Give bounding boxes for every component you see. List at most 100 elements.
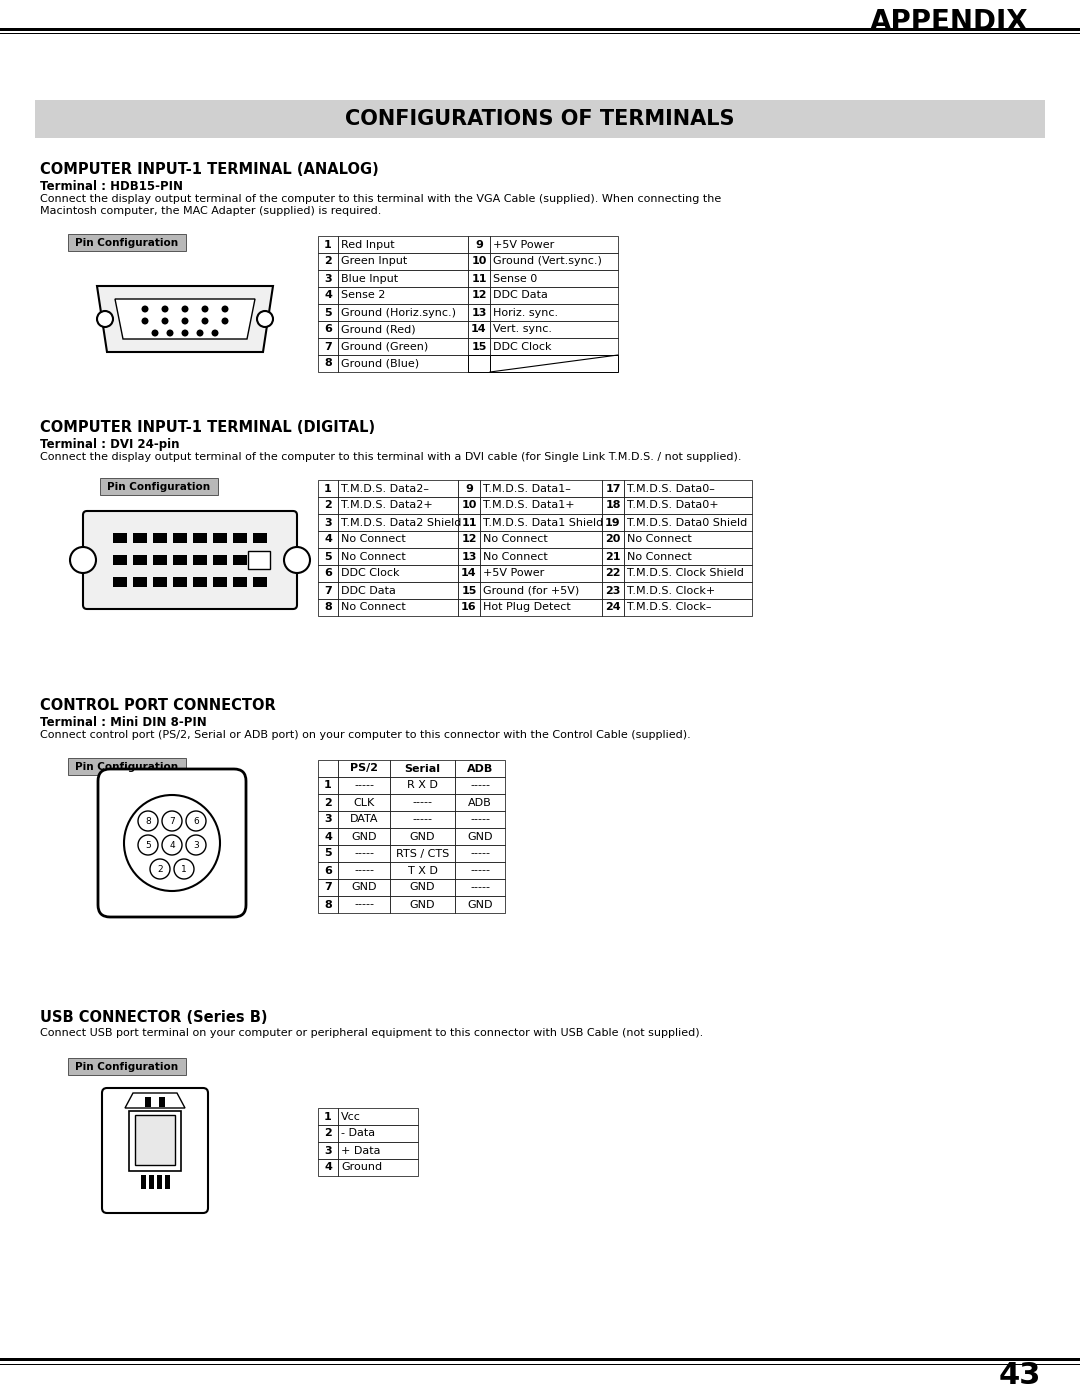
Text: 6: 6 [324, 569, 332, 578]
Bar [318, 355, 338, 372]
Polygon shape [129, 1111, 181, 1171]
Text: GND: GND [409, 831, 435, 841]
Text: Pin Configuration: Pin Configuration [76, 1062, 178, 1071]
Text: Vcc: Vcc [341, 1112, 361, 1122]
Circle shape [70, 548, 96, 573]
Bar [390, 793, 455, 812]
Text: T.M.D.S. Data1+: T.M.D.S. Data1+ [483, 500, 575, 510]
Bar [253, 555, 267, 564]
Bar [468, 270, 490, 286]
Text: CONTROL PORT CONNECTOR: CONTROL PORT CONNECTOR [40, 698, 275, 712]
Circle shape [181, 330, 189, 337]
Bar [480, 514, 602, 531]
Text: -----: ----- [470, 814, 490, 824]
Bar [480, 583, 602, 599]
Bar [602, 583, 624, 599]
Text: T.M.D.S. Data1 Shield: T.M.D.S. Data1 Shield [483, 517, 604, 528]
Bar [193, 555, 207, 564]
Polygon shape [97, 286, 273, 352]
Bar [458, 564, 480, 583]
Text: 8: 8 [145, 816, 151, 826]
Bar [390, 862, 455, 879]
Text: T.M.D.S. Data2–: T.M.D.S. Data2– [341, 483, 429, 493]
Text: T.M.D.S. Data0 Shield: T.M.D.S. Data0 Shield [627, 517, 747, 528]
Text: T.M.D.S. Data0+: T.M.D.S. Data0+ [627, 500, 718, 510]
Text: 9: 9 [475, 239, 483, 250]
Text: -----: ----- [470, 883, 490, 893]
Bar [338, 599, 458, 616]
Text: 7: 7 [324, 585, 332, 595]
Bar [133, 555, 147, 564]
Text: Serial: Serial [405, 764, 441, 774]
Bar [390, 760, 455, 777]
Text: 14: 14 [461, 569, 476, 578]
Circle shape [151, 330, 159, 337]
Bar [213, 534, 227, 543]
Bar [455, 777, 505, 793]
Text: 15: 15 [471, 341, 487, 352]
Bar [468, 253, 490, 270]
Bar [318, 812, 338, 828]
Bar [318, 793, 338, 812]
Circle shape [181, 317, 189, 324]
Circle shape [150, 859, 170, 879]
Bar [318, 862, 338, 879]
Text: 12: 12 [471, 291, 487, 300]
Text: 5: 5 [324, 848, 332, 859]
Bar [480, 564, 602, 583]
Circle shape [138, 812, 158, 831]
Text: + Data: + Data [341, 1146, 380, 1155]
Bar [338, 321, 468, 338]
Bar [338, 828, 390, 845]
Bar [338, 286, 468, 305]
Bar [318, 583, 338, 599]
Bar [164, 1175, 170, 1189]
Text: 21: 21 [605, 552, 621, 562]
Text: No Connect: No Connect [341, 602, 406, 612]
Bar [338, 845, 390, 862]
Text: 14: 14 [471, 324, 487, 334]
Text: 6: 6 [193, 816, 199, 826]
Bar [193, 534, 207, 543]
Text: No Connect: No Connect [483, 535, 548, 545]
Text: 3: 3 [193, 841, 199, 849]
Circle shape [174, 859, 194, 879]
Bar [455, 812, 505, 828]
Text: DATA: DATA [350, 814, 378, 824]
Text: 1: 1 [324, 1112, 332, 1122]
Bar [624, 548, 752, 564]
Bar [35, 101, 1045, 138]
Bar [390, 777, 455, 793]
Bar [602, 514, 624, 531]
Text: GND: GND [409, 883, 435, 893]
Bar [318, 270, 338, 286]
Bar [100, 478, 218, 495]
Text: -----: ----- [354, 848, 374, 859]
Bar [490, 338, 618, 355]
Bar [338, 236, 468, 253]
Text: Sense 2: Sense 2 [341, 291, 386, 300]
Bar [253, 534, 267, 543]
Bar [0, 28, 1080, 31]
Circle shape [162, 317, 168, 324]
Bar [318, 777, 338, 793]
Bar [135, 1115, 175, 1165]
Text: 3: 3 [324, 274, 332, 284]
Bar [338, 879, 390, 895]
Text: 1: 1 [324, 781, 332, 791]
Circle shape [202, 306, 208, 313]
Text: APPENDIX: APPENDIX [870, 8, 1028, 36]
Bar [624, 599, 752, 616]
Bar [624, 497, 752, 514]
Bar [133, 577, 147, 587]
Circle shape [162, 835, 183, 855]
Bar [490, 253, 618, 270]
Bar [338, 583, 458, 599]
Bar [338, 793, 390, 812]
Bar [390, 879, 455, 895]
Text: Ground (Red): Ground (Red) [341, 324, 416, 334]
Text: T.M.D.S. Data0–: T.M.D.S. Data0– [627, 483, 715, 493]
Bar [338, 270, 468, 286]
Text: Connect USB port terminal on your computer or peripheral equipment to this conne: Connect USB port terminal on your comput… [40, 1028, 703, 1038]
Bar [213, 555, 227, 564]
